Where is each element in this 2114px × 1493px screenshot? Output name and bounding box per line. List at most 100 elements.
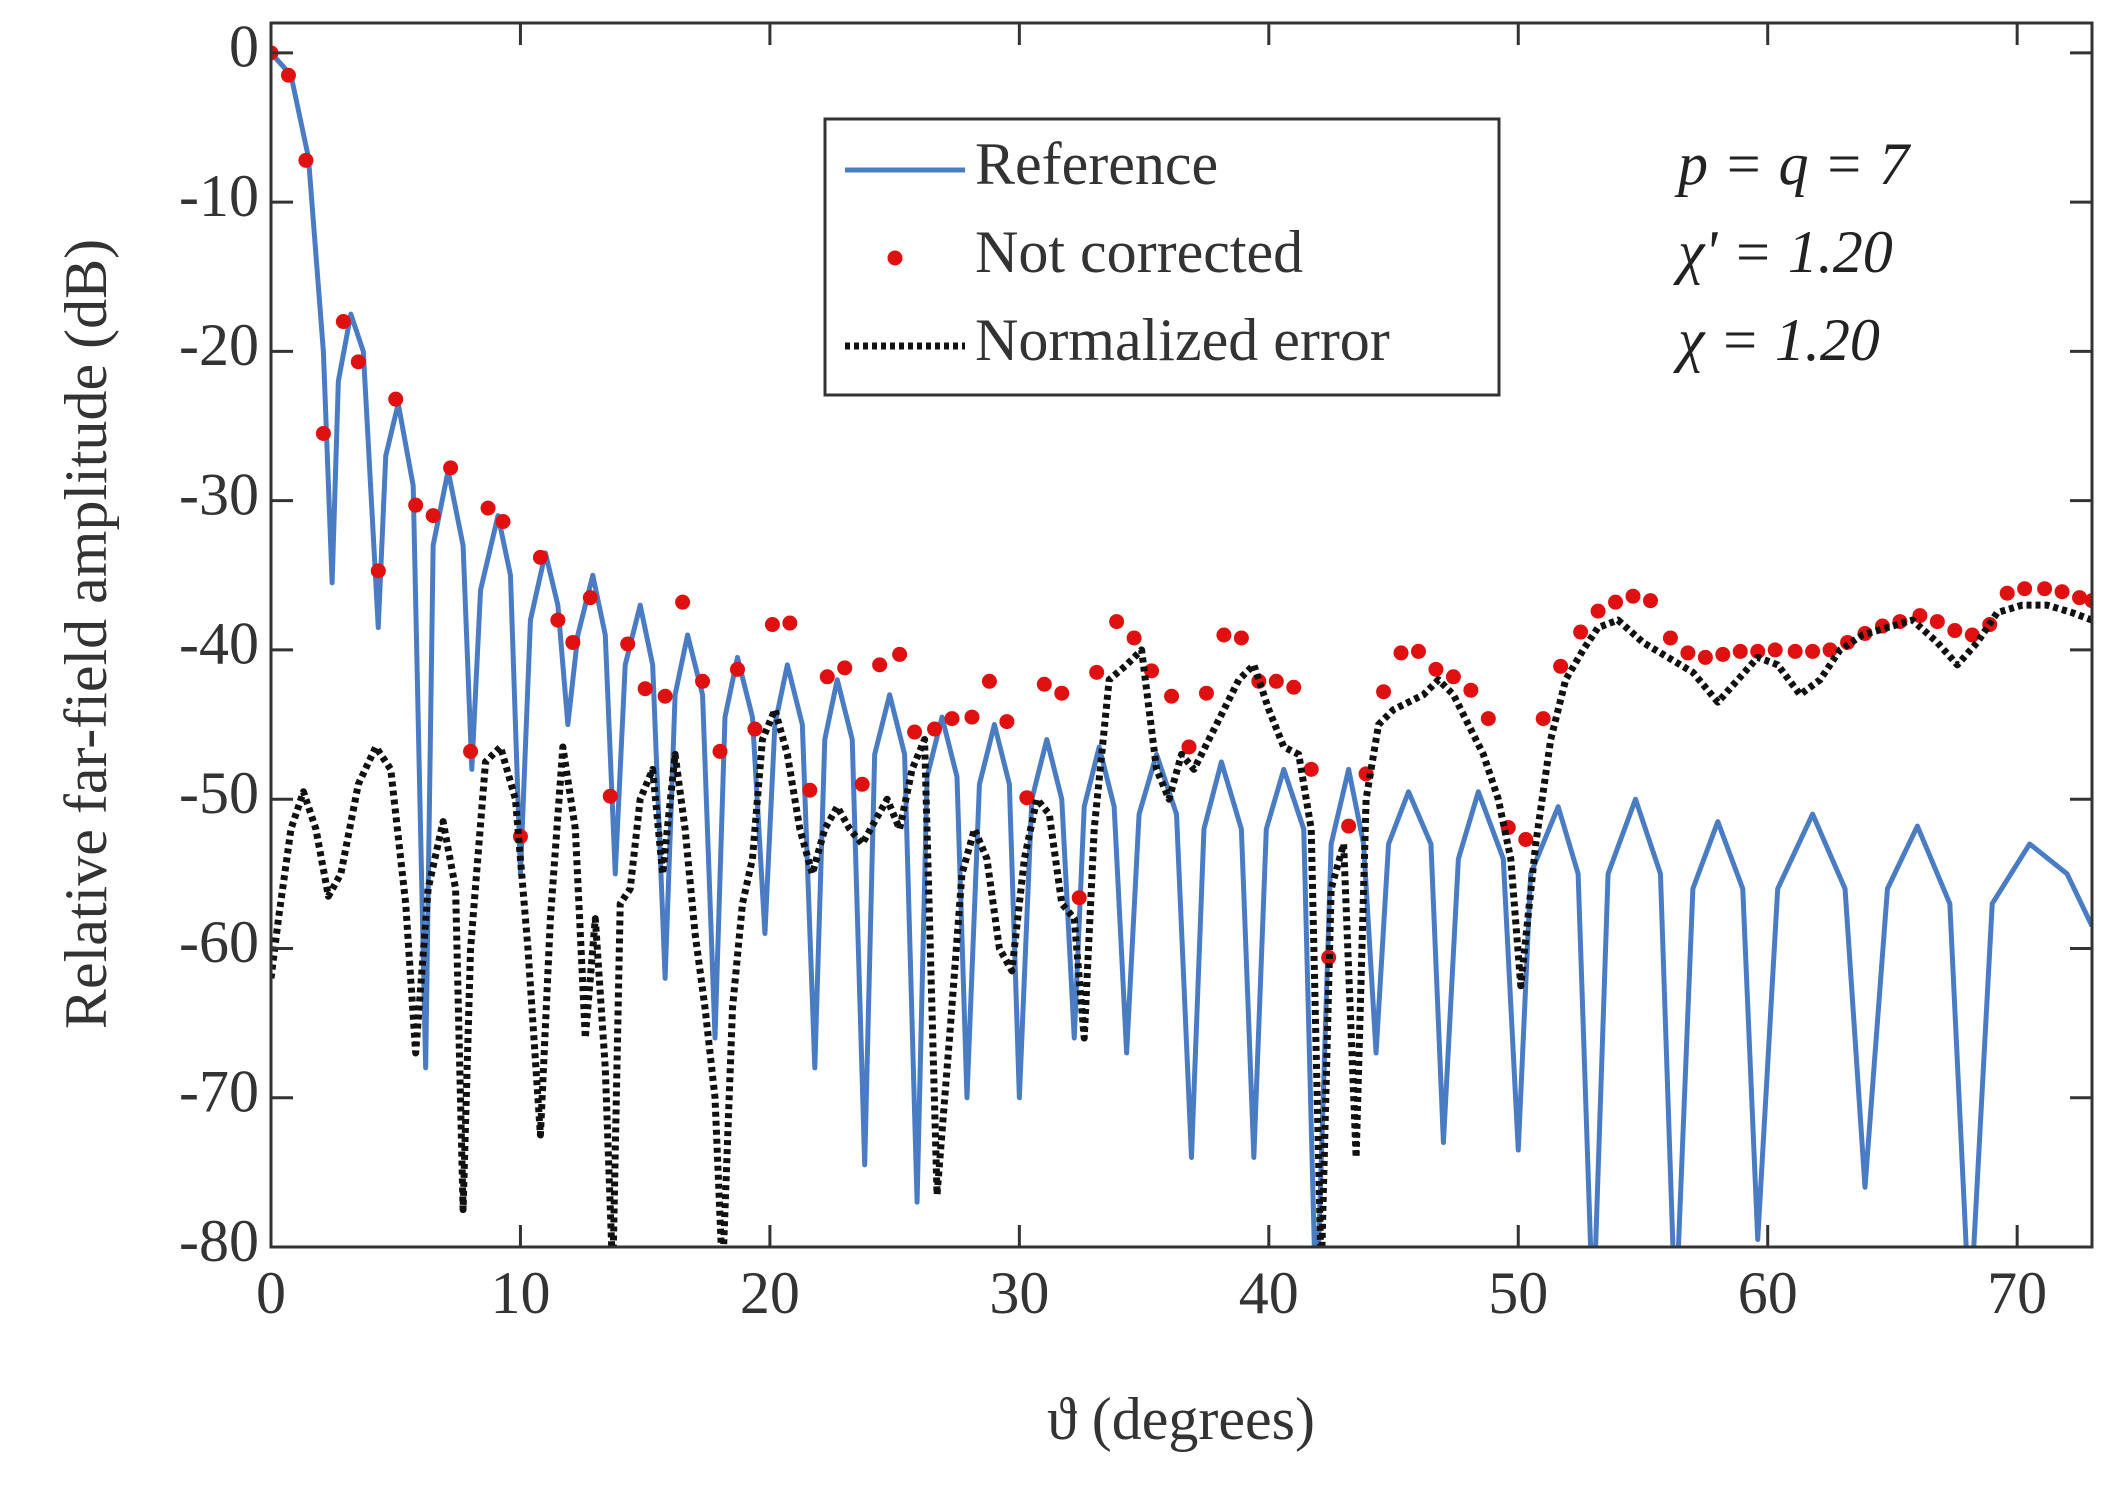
marker [298,152,314,168]
marker [1947,623,1963,639]
plot-area [271,45,2092,1247]
marker [1625,588,1641,604]
marker [1767,642,1783,658]
y-tick-label: -40 [179,611,259,677]
marker [2037,581,2053,597]
marker [463,743,479,759]
marker [2054,584,2070,600]
marker [1286,679,1302,695]
marker [620,636,636,652]
marker [1715,646,1731,662]
marker [999,714,1015,730]
marker [1999,585,2015,601]
marker [854,776,870,792]
marker [1089,664,1105,680]
marker [443,460,459,476]
marker [1071,890,1087,906]
annotation: χ = 1.20 [1673,307,1880,373]
marker [1019,790,1035,806]
marker [675,594,691,610]
marker [1590,603,1606,619]
legend-label: Reference [975,131,1218,197]
y-tick-label: -60 [179,909,259,975]
y-tick-label: -70 [179,1058,259,1124]
annotation: χ' = 1.20 [1673,219,1893,285]
marker [1054,685,1070,701]
marker [335,314,351,330]
marker [388,391,404,407]
marker [892,646,908,662]
marker [729,661,745,677]
marker [802,782,818,798]
y-tick-label: 0 [229,14,259,80]
marker [1608,594,1624,610]
marker [1787,643,1803,659]
x-tick-label: 40 [1239,1260,1299,1326]
marker [425,508,441,524]
marker [1662,630,1678,646]
marker [2017,581,2033,597]
marker [602,788,618,804]
marker [695,673,711,689]
marker [1268,673,1284,689]
x-tick-label: 50 [1488,1260,1548,1326]
marker [1480,711,1496,727]
marker [1393,645,1409,661]
marker [712,743,728,759]
legend: Reference Not corrected Normalized error [823,117,1501,397]
marker [1680,645,1696,661]
marker [981,673,997,689]
marker [1428,661,1444,677]
marker [1805,643,1821,659]
series-line [271,601,2092,1247]
series-line [271,51,2092,1247]
marker [1929,614,1945,630]
marker [1445,669,1461,685]
marker [927,721,943,737]
marker [1697,649,1713,665]
y-tick-label: -80 [179,1208,259,1274]
marker [1109,614,1125,630]
legend-label: Normalized error [975,307,1390,373]
marker [1964,627,1980,643]
y-tick-label: -10 [179,163,259,229]
marker [872,657,888,673]
x-tick-label: 70 [1987,1260,2047,1326]
marker [280,67,296,83]
marker [837,660,853,676]
marker [1535,711,1551,727]
marker [1036,676,1052,692]
marker [1822,642,1838,658]
marker [550,612,566,628]
marker [408,497,424,513]
marker [315,425,331,441]
marker [1732,643,1748,659]
marker [1553,658,1569,674]
marker [782,615,798,631]
marker [565,634,581,650]
marker [637,681,653,697]
marker [1341,818,1357,834]
marker [944,711,960,727]
marker [495,514,511,530]
marker [1181,739,1197,755]
marker [2072,590,2088,606]
marker [1642,593,1658,609]
marker [1198,685,1214,701]
marker [1126,630,1142,646]
marker [1376,684,1392,700]
x-tick-label: 20 [740,1260,800,1326]
marker [582,590,598,606]
x-axis-label: ϑ (degrees) [1047,1386,1315,1452]
marker [819,669,835,685]
marker [1410,643,1426,659]
marker [764,617,780,633]
y-axis-label: Relative far-field amplitude (dB) [53,239,119,1029]
marker [1216,627,1232,643]
marker [747,721,763,737]
axes: -80 -70 -60 -50 -40 -30 -20 -10 0 0 10 20 30 40 50 60 70 [179,14,2092,1326]
y-tick-label: -50 [179,760,259,826]
marker [964,709,980,725]
